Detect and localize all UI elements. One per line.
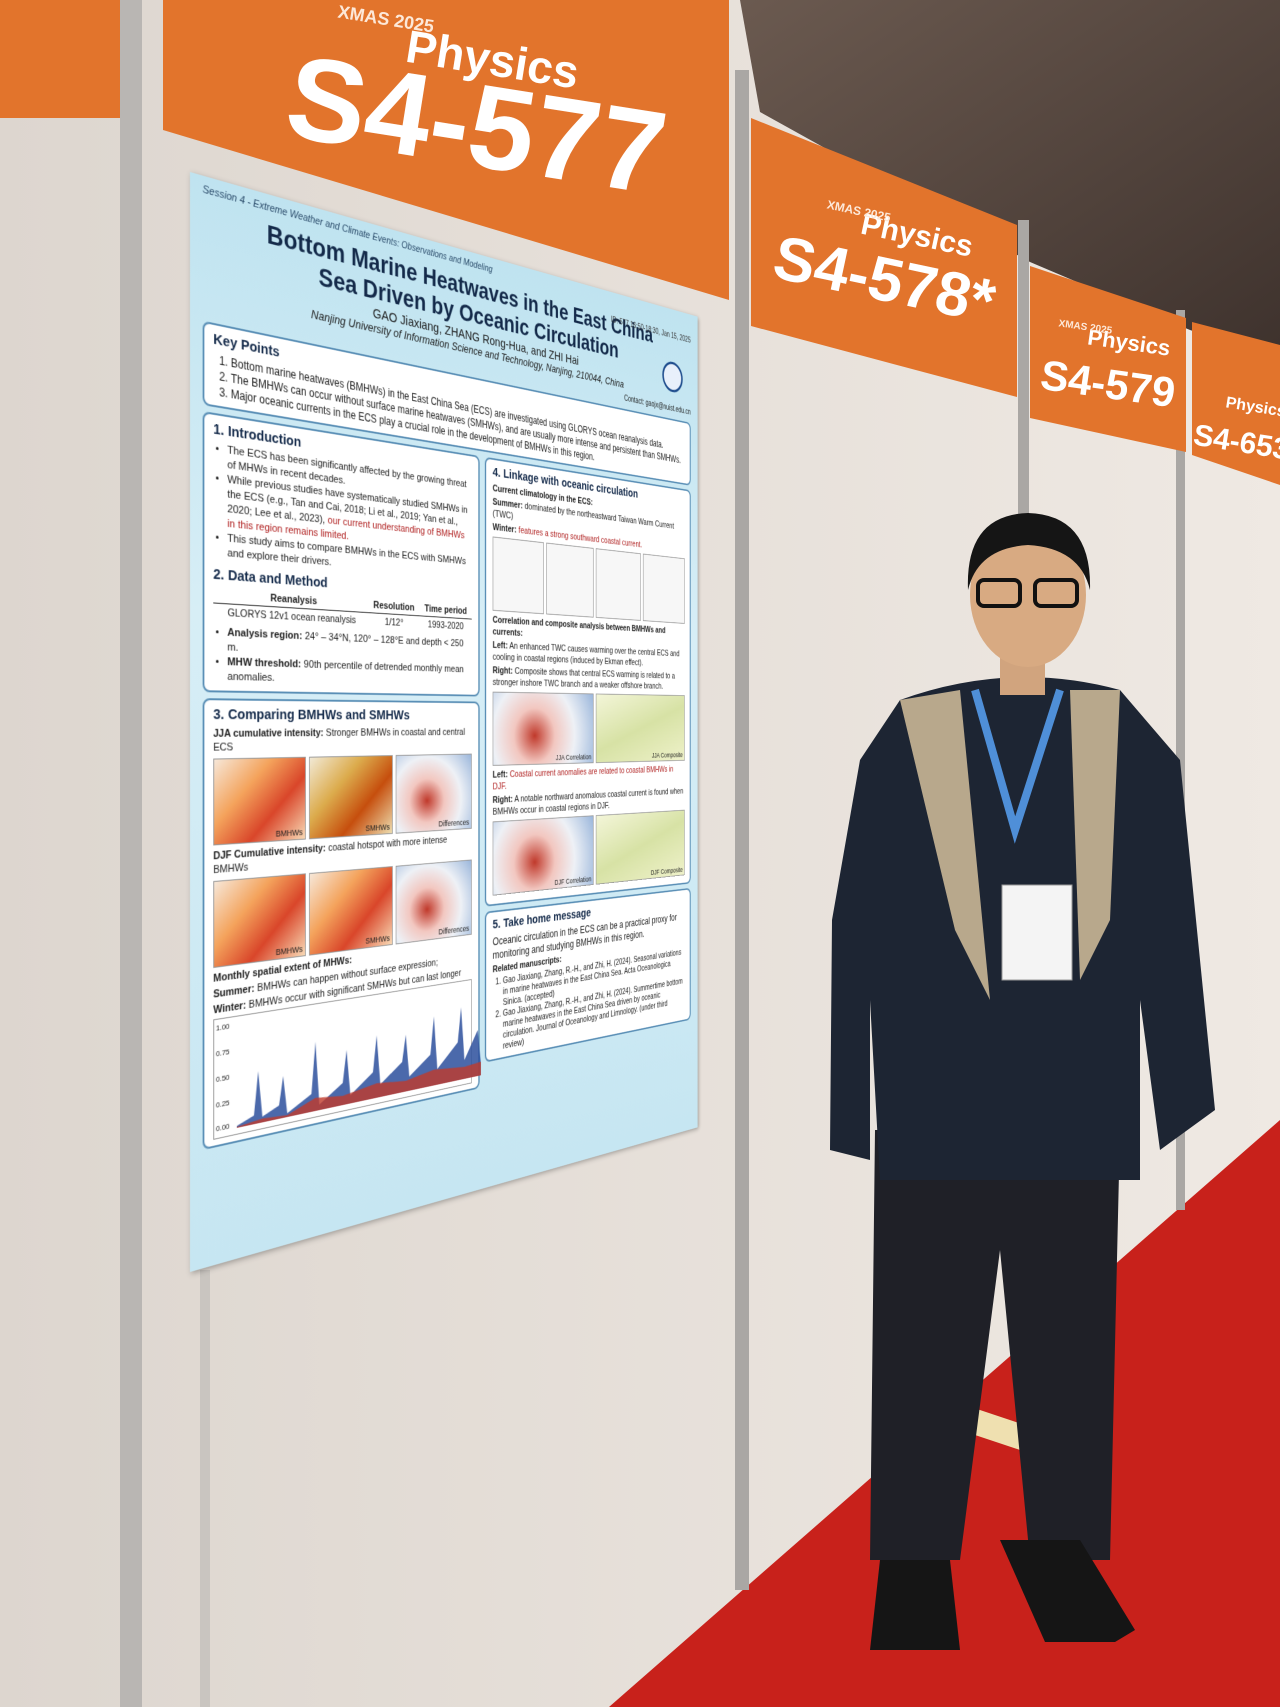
map — [545, 542, 594, 618]
list: Analysis region: 24° – 34°N, 120° – 128°… — [213, 625, 471, 689]
columns: 1. Introduction The ECS has been signifi… — [202, 411, 691, 1151]
cell: 1/12° — [384, 616, 404, 629]
caption: JJA cumulative intensity: Stronger BMHWs… — [213, 726, 471, 754]
pole — [200, 1270, 210, 1707]
map-label: Differences — [438, 817, 470, 829]
map-label: JJA Composite — [651, 751, 683, 760]
y-tick-label: 0.75 — [215, 1047, 230, 1059]
y-tick-label: 1.00 — [215, 1021, 230, 1033]
trousers — [870, 1130, 1120, 1560]
pole — [1176, 310, 1185, 1210]
map-label: DJF Correlation — [554, 874, 592, 887]
map-label: BMHWs — [275, 944, 303, 958]
banner — [163, 0, 729, 300]
banner — [1192, 322, 1280, 485]
label: JJA cumulative intensity: — [213, 727, 324, 740]
label: Winter: — [492, 522, 517, 536]
map: Differences — [395, 753, 472, 834]
label: Right: — [492, 794, 513, 806]
map: SMHWs — [309, 755, 393, 840]
banner — [1030, 266, 1186, 452]
glasses — [976, 578, 1022, 608]
map — [642, 553, 685, 624]
banner — [751, 118, 1017, 397]
label: Left: — [492, 640, 508, 651]
jacket-lining — [1070, 690, 1120, 980]
take-home: 5. Take home message Oceanic circulation… — [484, 887, 691, 1063]
map-row: JJA Correlation JJA Composite — [492, 691, 685, 766]
map-row: DJF Correlation DJF Composite — [492, 809, 685, 896]
person — [830, 513, 1215, 1650]
map: BMHWs — [213, 873, 306, 968]
map: DJF Composite — [595, 809, 685, 885]
left-column: 1. Introduction The ECS has been signifi… — [202, 411, 481, 1151]
introduction: 1. Introduction The ECS has been signifi… — [202, 411, 480, 697]
y-tick-label: 0.25 — [215, 1098, 230, 1110]
banner-edge — [0, 0, 125, 118]
ceiling — [740, 0, 1280, 360]
map: DJF Correlation — [492, 815, 594, 896]
shoe — [870, 1560, 960, 1650]
right-column: 4. Linkage with oceanic circulation Curr… — [484, 456, 691, 1087]
map: JJA Composite — [595, 693, 685, 764]
map: SMHWs — [309, 866, 393, 956]
face — [970, 523, 1086, 667]
comparing: 3. Comparing BMHWs and SMHWs JJA cumulat… — [202, 698, 481, 1151]
y-tick-label: 0.50 — [215, 1072, 230, 1085]
jacket-lining — [900, 690, 990, 1000]
map-label: DJF Composite — [650, 865, 683, 877]
poster: Session 4 - Extreme Weather and Climate … — [190, 172, 698, 1272]
label: Analysis region: — [227, 626, 303, 642]
map: BMHWs — [213, 756, 306, 846]
map: Differences — [395, 859, 472, 945]
map-row: BMHWs SMHWs Differences — [213, 753, 472, 846]
map-label: BMHWs — [275, 827, 303, 839]
shoe — [1000, 1540, 1135, 1642]
map-label: JJA Correlation — [555, 752, 592, 762]
label: MHW threshold: — [227, 656, 302, 671]
glasses — [1033, 578, 1079, 608]
series-area — [236, 1060, 481, 1128]
label: DJF Cumulative intensity: — [213, 842, 326, 863]
lanyard — [971, 688, 1064, 844]
text: Composite shows that central ECS warming… — [492, 666, 675, 692]
badge — [1001, 884, 1073, 981]
y-tick-label: 0.00 — [215, 1121, 230, 1134]
map-label: SMHWs — [365, 822, 390, 833]
label: Right: — [492, 665, 513, 677]
series-area — [236, 1003, 481, 1128]
pole — [735, 70, 749, 1590]
map-label: SMHWs — [365, 933, 390, 946]
hair — [967, 513, 1091, 590]
heading: 3. Comparing BMHWs and SMHWs — [213, 706, 410, 723]
map-label: Differences — [438, 923, 470, 937]
cell: 1993-2020 — [427, 619, 464, 632]
label: Left: — [492, 769, 508, 781]
map — [595, 548, 641, 621]
map — [492, 536, 544, 615]
pole — [120, 0, 142, 1707]
linkage: 4. Linkage with oceanic circulation Curr… — [484, 456, 691, 907]
map: JJA Correlation — [492, 691, 594, 766]
